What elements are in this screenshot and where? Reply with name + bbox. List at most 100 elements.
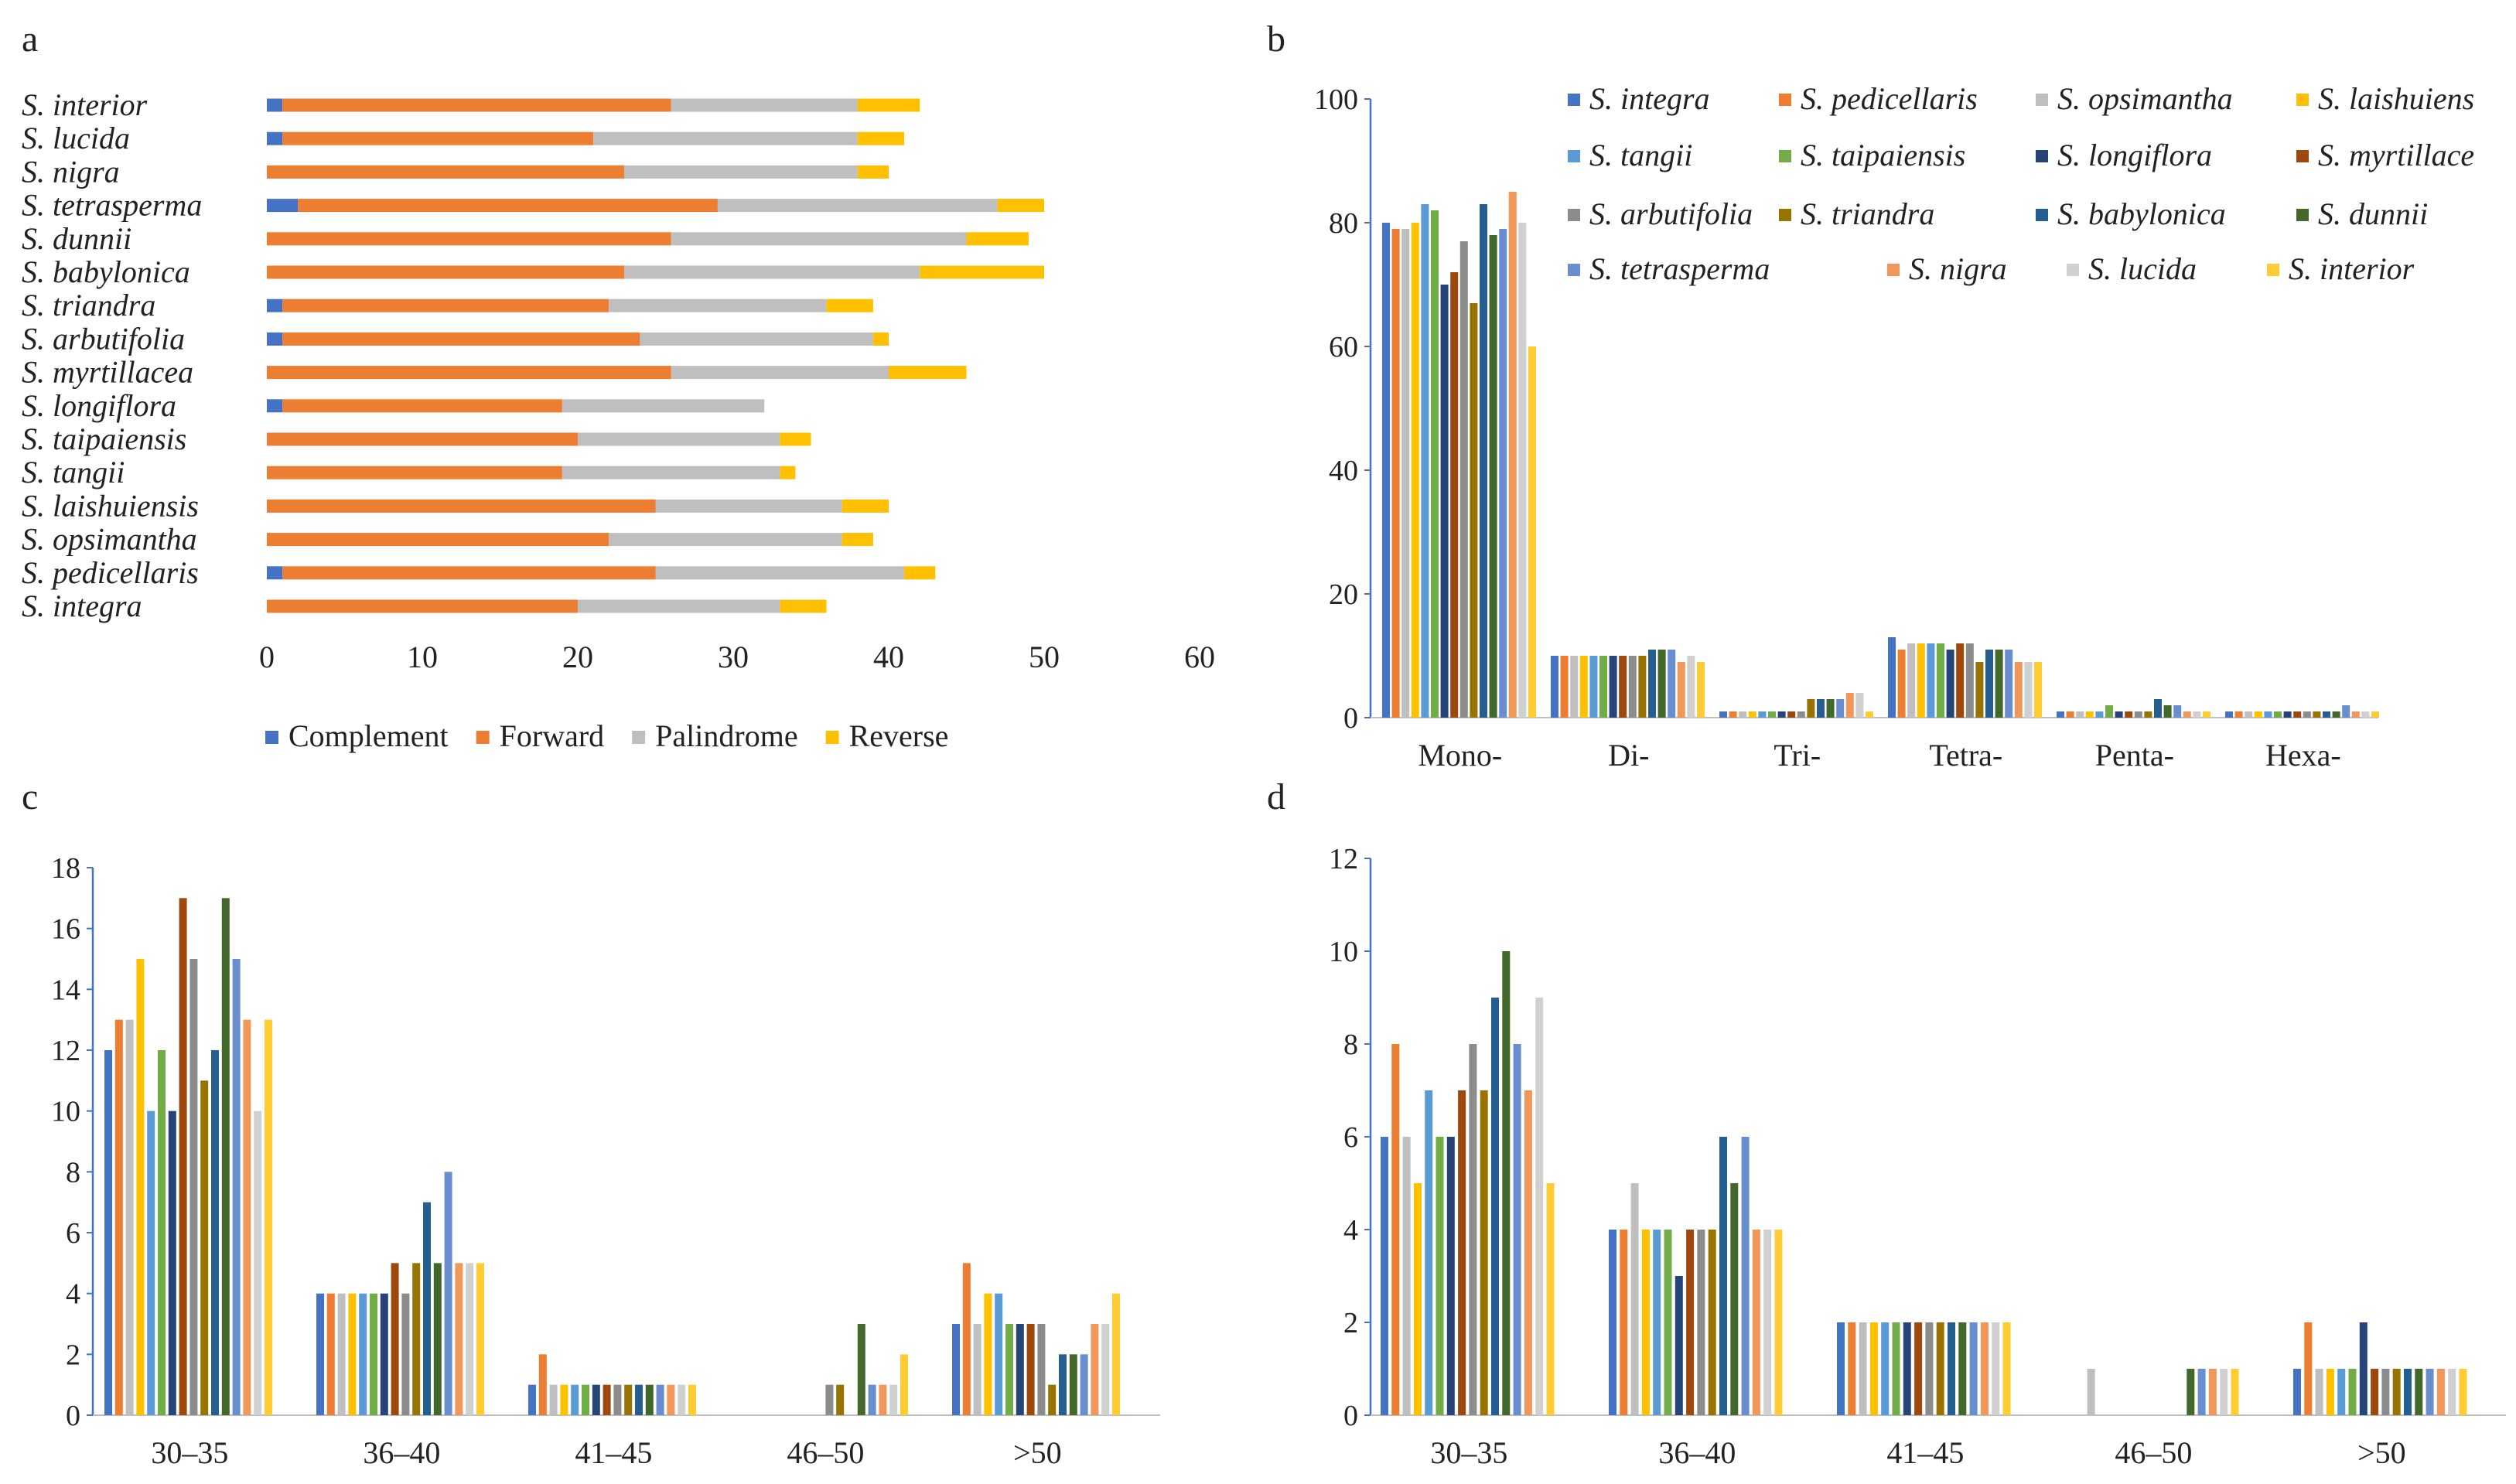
bar <box>1866 711 1873 718</box>
bar <box>1470 303 1478 718</box>
bar <box>528 1384 536 1415</box>
bar <box>211 1050 219 1415</box>
legend-label: S. myrtillace <box>2318 138 2474 172</box>
bar-segment <box>282 98 671 112</box>
bar-segment <box>920 265 1044 279</box>
bar-segment <box>717 199 998 213</box>
bar-segment <box>267 499 656 513</box>
bar <box>2351 711 2360 718</box>
y-tick-label: 10 <box>51 1096 80 1128</box>
bar <box>1016 1324 1024 1415</box>
y-tick-label: 40 <box>1329 455 1358 487</box>
bar <box>1551 656 1558 718</box>
panel-c: c 0 2 4 6 8 10 12 14 16 18 30–35 36–40 41–45 46–50 >50 <box>22 776 1160 1470</box>
bar <box>645 1384 654 1415</box>
bar <box>455 1263 463 1415</box>
bar <box>200 1080 209 1415</box>
legend-swatch <box>1568 94 1580 106</box>
bar-segment <box>857 131 905 145</box>
legend-swatch <box>2067 264 2079 276</box>
y-tick-label: 0 <box>66 1400 80 1432</box>
bar <box>1897 650 1906 718</box>
bar <box>2381 1369 2390 1415</box>
category-label: Tetra- <box>1929 738 2002 773</box>
y-tick-label: 60 <box>1329 331 1358 363</box>
bar <box>2404 1369 2412 1415</box>
bar <box>1697 662 1705 718</box>
bar <box>2361 711 2370 718</box>
bar <box>1917 643 1925 718</box>
bar <box>412 1263 421 1415</box>
bar-segment <box>267 131 283 145</box>
bar <box>1382 223 1390 718</box>
y-tick-label: 8 <box>66 1156 80 1189</box>
bar <box>1589 656 1598 718</box>
bar <box>1687 656 1695 718</box>
bar <box>2066 711 2074 718</box>
bar <box>2163 705 2172 718</box>
legend-swatch <box>1568 209 1580 221</box>
bar-segment <box>267 332 283 346</box>
legend-swatch <box>2036 209 2048 221</box>
bar <box>2034 662 2042 718</box>
bar <box>635 1384 643 1415</box>
bar <box>1381 1137 1388 1415</box>
bar <box>900 1354 908 1415</box>
legend-swatch <box>2296 209 2309 221</box>
category-label: 36–40 <box>1658 1435 1736 1470</box>
x-tick-label: 10 <box>407 640 438 674</box>
bar <box>879 1384 887 1415</box>
bar <box>2392 1369 2401 1415</box>
bar <box>1489 235 1497 718</box>
bar <box>1413 1183 1422 1415</box>
bar <box>1402 1137 1411 1415</box>
bar <box>1037 1324 1046 1415</box>
bar <box>2313 711 2321 718</box>
x-tick-label: 40 <box>873 640 904 674</box>
legend-label: S. nigra <box>1909 251 2007 286</box>
bar <box>2105 705 2113 718</box>
bar <box>2264 711 2272 718</box>
bar <box>1729 711 1737 718</box>
panel-label-c: c <box>22 776 38 817</box>
y-tick-label: 6 <box>1343 1121 1358 1154</box>
bar <box>1826 699 1835 718</box>
bar <box>1560 656 1569 718</box>
bar <box>2173 705 2182 718</box>
category-label: S. opsimantha <box>22 522 197 557</box>
bar <box>1888 637 1896 718</box>
bar <box>168 1110 176 1415</box>
bar <box>2220 1369 2228 1415</box>
bar <box>2348 1369 2357 1415</box>
bar <box>1719 1137 1727 1415</box>
y-tick-label: 18 <box>51 852 80 885</box>
bar <box>1421 204 1429 718</box>
bar <box>221 898 230 1415</box>
bar-segment <box>624 265 920 279</box>
bar <box>2193 711 2201 718</box>
bar <box>1528 346 1536 718</box>
category-label: S. dunnii <box>22 221 131 256</box>
bar <box>1958 1322 1967 1415</box>
bar <box>2208 1369 2217 1415</box>
bar-segment <box>655 499 842 513</box>
legend-swatch <box>2036 94 2048 106</box>
bar <box>2245 711 2253 718</box>
legend-swatch <box>1779 209 1791 221</box>
bar <box>370 1293 377 1415</box>
y-tick-label: 10 <box>1329 936 1358 968</box>
bar <box>1026 1324 1035 1415</box>
bar <box>2459 1369 2467 1415</box>
bar <box>857 1324 865 1415</box>
bar <box>613 1384 622 1415</box>
bar <box>1411 223 1419 718</box>
bar <box>1480 1090 1488 1415</box>
legend-swatch <box>632 731 646 744</box>
bar <box>868 1384 876 1415</box>
bar <box>2087 1369 2095 1415</box>
bar <box>147 1110 155 1415</box>
category-label: S. myrtillacea <box>22 355 193 390</box>
bar <box>1648 650 1656 718</box>
bar <box>1975 662 1984 718</box>
legend-swatch <box>1887 264 1900 276</box>
